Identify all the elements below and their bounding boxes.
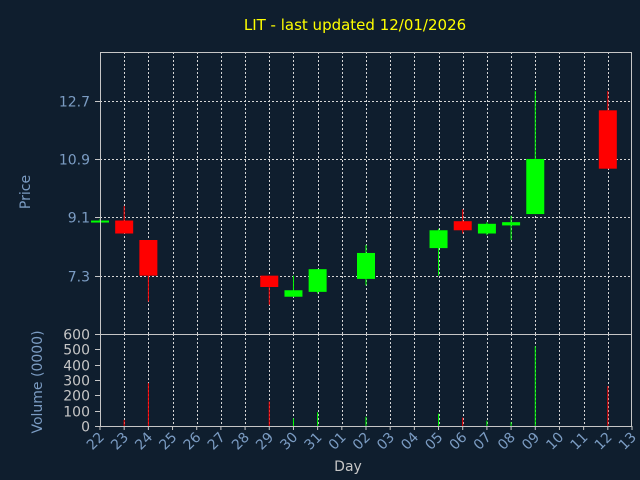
x-tick-label: 27 [205,430,229,454]
x-tick-label: 07 [471,430,495,454]
candle-body-up [429,230,448,249]
chart-title: LIT - last updated 12/01/2026 [244,16,466,34]
x-tick-label: 29 [253,430,277,454]
price-tick-label: 9.1 [68,211,90,227]
volume-tick-label: 0 [81,420,90,436]
gridlines [100,52,632,426]
x-tick-label: 25 [156,430,180,454]
x-tick-label: 02 [350,430,374,454]
x-tick-label: 30 [277,430,301,454]
candle-body-up [284,290,303,297]
candle-body-down [453,221,472,231]
price-tick-label: 12.7 [59,95,90,111]
candle-body-up [502,222,521,226]
x-tick-label: 05 [422,430,446,454]
candle-body-up [357,252,375,279]
volume-tick-label: 200 [63,389,90,405]
x-tick-label: 03 [374,430,398,454]
candle-body-down [260,275,279,287]
axes [95,52,633,430]
candle-body-down [115,220,134,234]
x-tick-label: 11 [568,430,592,454]
x-tick-label: 09 [519,430,543,454]
volume-axis-label: Volume (0000) [30,330,46,433]
price-tick-label: 7.3 [68,270,90,286]
x-tick-label: 08 [495,430,519,454]
volume-tick-label: 500 [63,343,90,359]
x-tick-label: 28 [229,430,253,454]
volume-tick-label: 100 [63,405,90,421]
volume-bars [123,346,609,426]
x-tick-label: 04 [398,429,422,453]
x-tick-label: 26 [181,429,205,453]
x-tick-label: 12 [592,430,616,454]
candle-body-down [139,240,158,276]
volume-tick-label: 400 [63,359,90,375]
x-tick-label: 23 [108,430,132,454]
price-tick-label: 10.9 [59,153,90,169]
candles [91,90,617,305]
volume-panel-border [100,334,632,427]
x-tick-label: 31 [302,430,326,454]
volume-tick-label: 300 [63,374,90,390]
x-axis-label: Day [334,459,362,475]
candle-body-up [477,223,496,234]
x-tick-label: 13 [616,430,640,454]
x-tick-label: 10 [543,430,567,454]
price-axis-label: Price [18,175,34,209]
candle-body-up [308,269,327,292]
x-tick-label: 06 [447,429,471,453]
candle-body-up [526,158,545,215]
x-tick-label: 01 [326,430,350,454]
x-tick-label: 24 [132,429,156,453]
volume-tick-label: 600 [63,328,90,344]
candle-body-down [598,110,617,169]
